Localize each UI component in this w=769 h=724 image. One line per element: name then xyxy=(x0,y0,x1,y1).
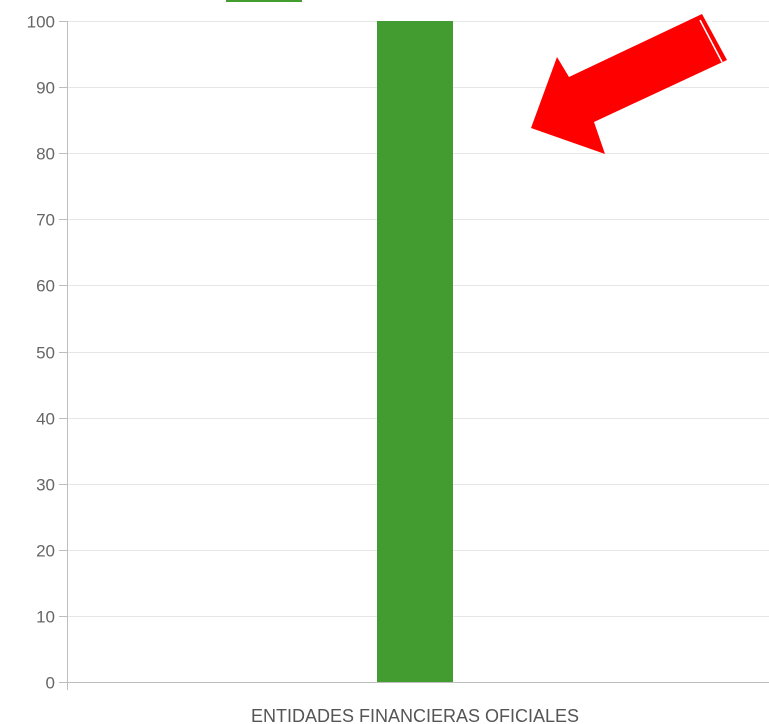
red-arrow-icon xyxy=(531,14,730,154)
y-axis: 0 10 20 30 40 50 60 70 80 90 100 xyxy=(27,13,68,693)
legend-swatch[interactable] xyxy=(226,0,302,2)
bars xyxy=(377,21,453,682)
y-tick-label: 40 xyxy=(36,410,55,429)
y-tick-label: 70 xyxy=(36,211,55,230)
bar[interactable] xyxy=(377,21,453,682)
y-tick-label: 30 xyxy=(36,476,55,495)
x-category-label: ENTIDADES FINANCIERAS OFICIALES xyxy=(251,706,579,724)
y-tick-label: 60 xyxy=(36,277,55,296)
y-tick-label: 90 xyxy=(36,79,55,98)
y-tick-label: 50 xyxy=(36,344,55,363)
y-tick-label: 80 xyxy=(36,145,55,164)
y-tick-label: 0 xyxy=(46,674,55,693)
y-tick-label: 20 xyxy=(36,542,55,561)
x-axis: ENTIDADES FINANCIERAS OFICIALES xyxy=(67,682,769,724)
y-tick-label: 10 xyxy=(36,608,55,627)
y-tick-label: 100 xyxy=(27,13,55,32)
legend xyxy=(226,0,302,2)
